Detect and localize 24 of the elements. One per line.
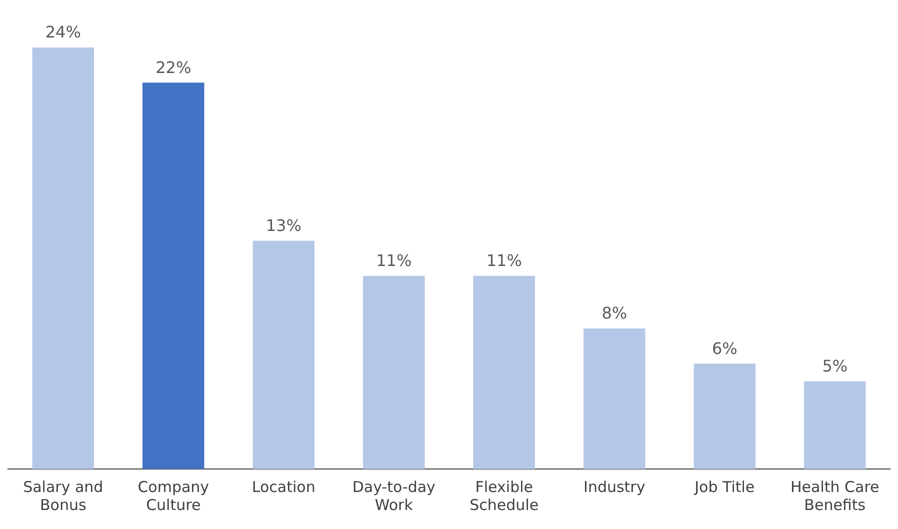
x-tick-label: Industry (584, 478, 646, 496)
bar (473, 276, 535, 469)
data-label: 6% (712, 338, 738, 358)
data-label: 11% (376, 250, 412, 270)
bar (142, 82, 204, 469)
x-tick-label: Job Title (694, 478, 755, 496)
bar (32, 48, 94, 469)
bar (694, 364, 756, 469)
bar (804, 381, 866, 469)
data-label: 24% (45, 22, 81, 42)
x-tick-label: Flexible Schedule (470, 478, 539, 514)
x-tick-label: Health Care Benefits (790, 478, 880, 514)
data-label: 13% (266, 216, 302, 235)
bar (584, 328, 646, 469)
data-label: 11% (486, 250, 522, 270)
x-tick-label: Day-to-day Work (352, 478, 436, 514)
x-tick-label: Location (252, 478, 316, 496)
data-label: 22% (156, 58, 192, 77)
bar (363, 276, 425, 469)
bar (252, 240, 314, 469)
data-label: 5% (822, 356, 848, 376)
x-tick-label: Company Culture (138, 478, 210, 514)
data-label: 8% (602, 304, 628, 323)
x-tick-label: Salary and Bonus (23, 478, 104, 514)
